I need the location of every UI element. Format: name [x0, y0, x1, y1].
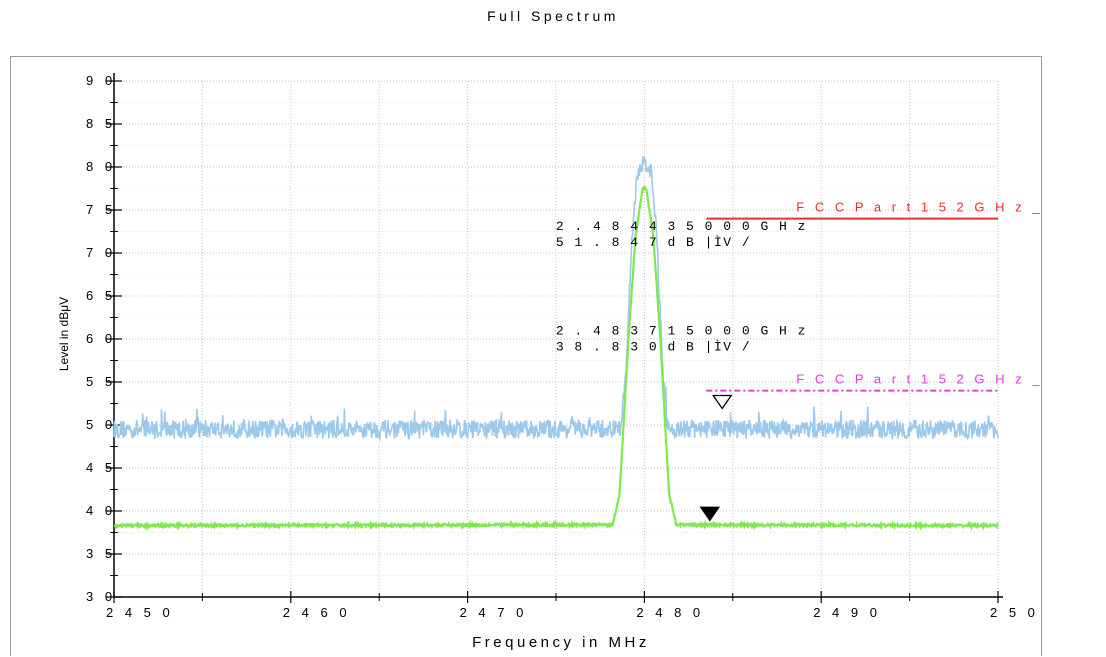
marker-0: [711, 394, 733, 410]
annotation-line: 3 8 . 8 3 0 d B |ÌV /: [556, 340, 751, 355]
chart: 3 0 3 5 4 0 4 5 5 0 5 5 6 0 6 5 7 0 7 5 8 0 8 5 9 0 2…: [57, 73, 1041, 651]
annotation-line: 2 . 4 8 3 7 1 5 0 0 0 G H z: [556, 324, 807, 339]
axes: 3 0 3 5 4 0 4 5 5 0 5 5 6 0 6 5 7 0 7 5 8 0 8 5 9 0 2…: [86, 73, 1041, 620]
chart-title: Full Spectrum: [487, 8, 619, 24]
markers: [699, 394, 733, 522]
y-tick-label: 5 0: [86, 417, 116, 432]
series-line-1: [113, 184, 999, 532]
marker-1: [699, 506, 721, 522]
y-tick-label: 7 5: [86, 202, 116, 217]
chart-frame: 3 0 3 5 4 0 4 5 5 0 5 5 6 0 6 5 7 0 7 5 8 0 8 5 9 0 2…: [10, 56, 1042, 656]
x-tick-label: 2 4 7 0: [460, 605, 528, 620]
x-tick-label: 2 4 8 0: [636, 605, 704, 620]
limit-label-1: F C C P a r t 1 5 2 G H z _ A V: [796, 372, 1041, 387]
y-tick-label: 4 0: [86, 503, 116, 518]
y-tick-label: 7 0: [86, 245, 116, 260]
y-tick-label: 3 5: [86, 546, 116, 561]
x-tick-label: 2 4 6 0: [283, 605, 351, 620]
x-axis-label: Frequency in MHz: [472, 634, 650, 651]
y-axis-label: Level in dBμV: [57, 297, 71, 371]
y-tick-label: 8 5: [86, 116, 116, 131]
y-tick-label: 6 0: [86, 331, 116, 346]
y-tick-label: 5 5: [86, 374, 116, 389]
series-line-0: [113, 156, 999, 442]
x-tick-label: 2 5 0 0: [990, 605, 1041, 620]
limit-lines: F C C P a r t 1 5 2 G H z _ P F C C P a r…: [706, 200, 1041, 392]
y-tick-label: 3 0: [86, 589, 116, 604]
series-lines: [113, 156, 999, 532]
annotation-line: 2 . 4 8 4 4 3 5 0 0 0 G H z: [556, 219, 807, 234]
limit-label-0: F C C P a r t 1 5 2 G H z _ P: [796, 200, 1041, 215]
marker-annotations: 2 . 4 8 4 4 3 5 0 0 0 G H z 5 1 . 8 4 7 …: [556, 219, 807, 355]
y-tick-label: 4 5: [86, 460, 116, 475]
x-tick-label: 2 4 5 0: [106, 605, 174, 620]
x-tick-label: 2 4 9 0: [813, 605, 881, 620]
grid: [114, 80, 999, 597]
y-tick-label: 9 0: [86, 73, 116, 88]
y-tick-label: 8 0: [86, 159, 116, 174]
annotation-line: 5 1 . 8 4 7 d B |ÌV /: [556, 235, 751, 250]
y-tick-label: 6 5: [86, 288, 116, 303]
